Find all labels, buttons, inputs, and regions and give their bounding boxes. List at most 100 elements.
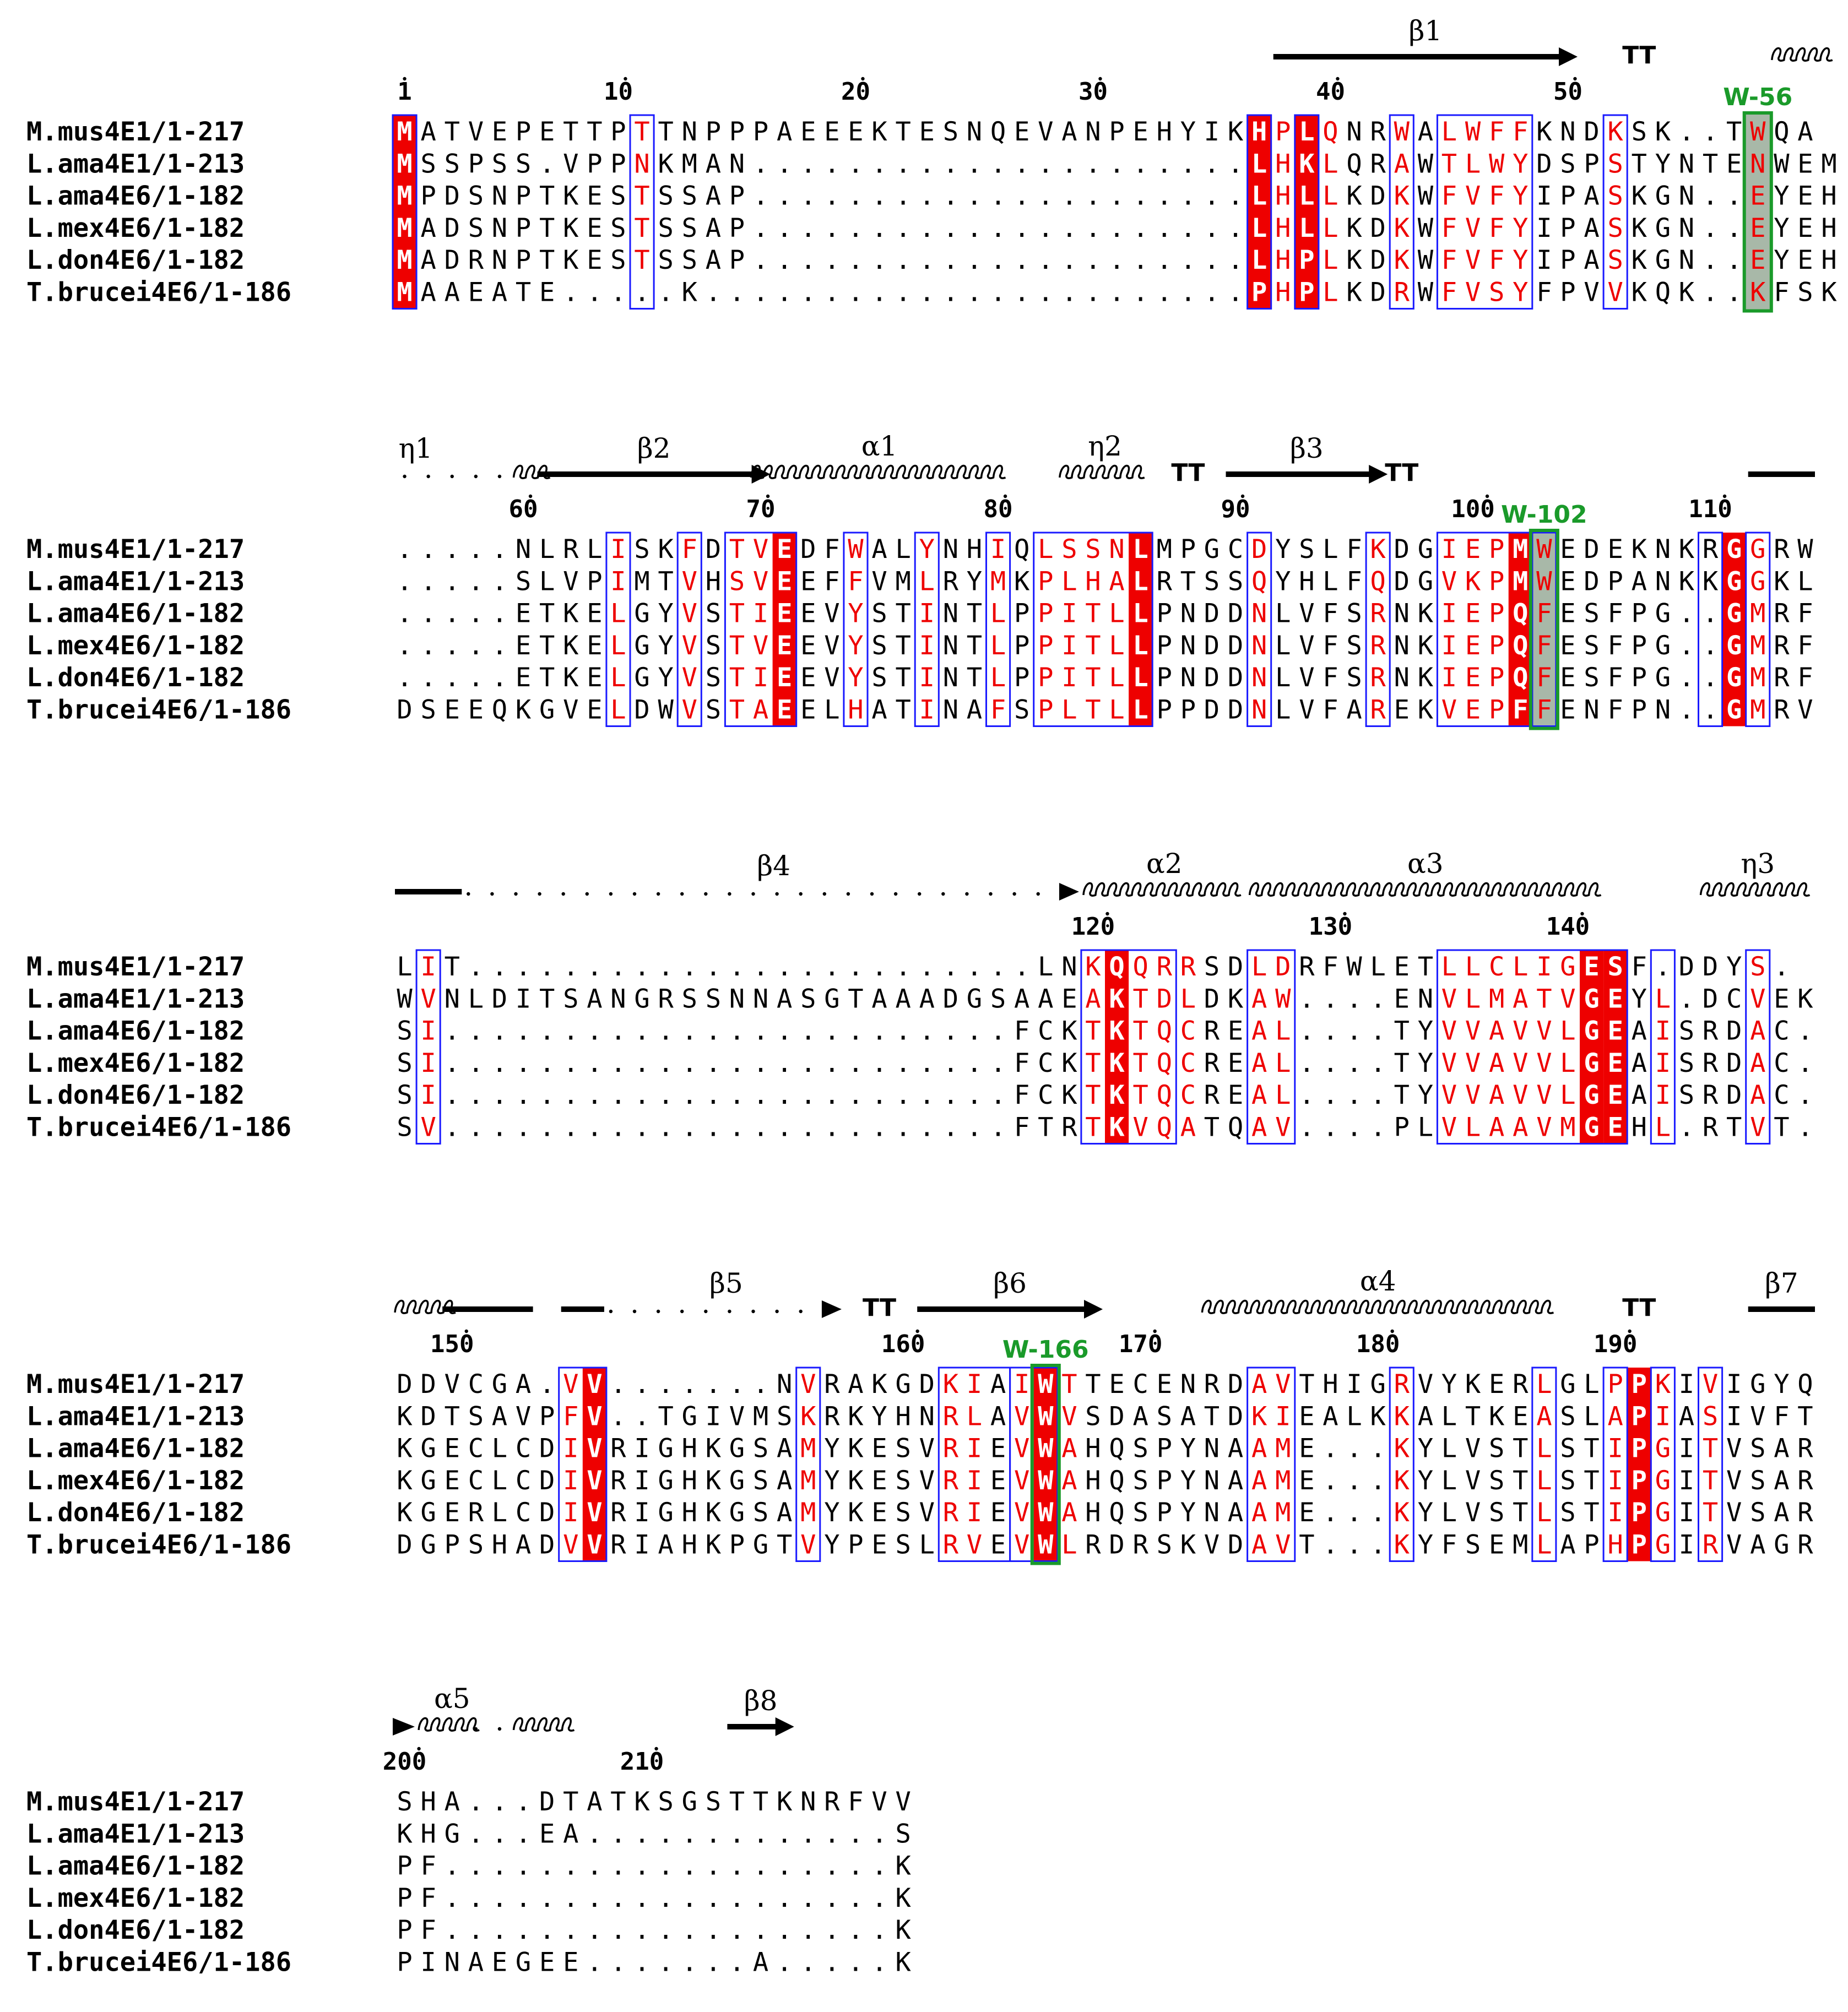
residue: T: [445, 117, 460, 147]
coil-dot: [893, 892, 898, 896]
residue: H: [1157, 117, 1172, 147]
residue: A: [421, 213, 436, 243]
residue: Y: [1180, 1498, 1196, 1528]
residue: V: [1465, 278, 1481, 308]
residue: .: [492, 1915, 507, 1945]
residue: V: [729, 1401, 745, 1431]
residue: M: [1513, 534, 1528, 565]
residue: E: [990, 1466, 1006, 1496]
residue: W: [1797, 534, 1813, 565]
residue: R: [1370, 149, 1386, 179]
residue: K: [848, 1498, 864, 1528]
residue: L: [492, 1434, 507, 1464]
residue: M: [1750, 663, 1765, 693]
residue: .: [539, 1016, 555, 1046]
residue: P: [1038, 631, 1053, 661]
sequence-name: L.ama4E6/1-182: [26, 599, 245, 629]
residue: G: [421, 1466, 436, 1496]
residue: D: [1109, 1401, 1124, 1431]
residue: V: [1536, 1080, 1552, 1110]
residue: A: [777, 1466, 792, 1496]
coil-dot: [799, 1309, 803, 1314]
residue: E: [990, 1498, 1006, 1528]
residue: S: [706, 695, 721, 725]
residue: Q: [1774, 117, 1789, 147]
residue: .: [516, 1915, 531, 1945]
position-tick: [654, 1747, 658, 1751]
coil-dot: [704, 892, 708, 896]
residue: W: [1418, 278, 1434, 308]
residue: K: [1299, 149, 1315, 179]
residue: A: [1418, 1401, 1433, 1431]
residue: .: [919, 213, 935, 243]
residue: N: [1251, 631, 1267, 661]
residue: .: [563, 278, 578, 308]
residue: E: [848, 117, 863, 147]
residue: E: [777, 695, 792, 725]
residue: .: [967, 213, 982, 243]
similarity-box: [558, 1366, 608, 1562]
sequence-name: M.mus4E1/1-217: [26, 1369, 245, 1400]
residue: K: [1346, 181, 1362, 211]
residue: P: [468, 149, 484, 179]
residue: R: [1797, 1434, 1813, 1464]
residue: E: [1584, 952, 1599, 982]
residue: .: [1299, 984, 1314, 1014]
residue: P: [610, 117, 626, 147]
residue: L: [990, 599, 1006, 629]
residue: T: [777, 1530, 792, 1560]
residue: K: [1774, 566, 1790, 596]
residue: E: [1797, 213, 1813, 243]
residue: Y: [1513, 213, 1528, 243]
sequence-name: L.ama4E6/1-182: [26, 1434, 245, 1464]
residue: .: [1726, 278, 1742, 308]
residue: I: [634, 1498, 649, 1528]
similarity-box: [1389, 1366, 1415, 1562]
residue: S: [896, 1498, 911, 1528]
coil-dot: [870, 892, 874, 896]
ss-label: η1: [399, 432, 433, 464]
residue: E: [445, 1498, 460, 1528]
residue: I: [1655, 1401, 1671, 1431]
residue: .: [1370, 1016, 1386, 1046]
residue: .: [706, 1883, 721, 1913]
residue: S: [1228, 566, 1243, 596]
residue: V: [587, 1434, 602, 1464]
residue: N: [1655, 695, 1671, 725]
residue: E: [1726, 149, 1742, 179]
residue: C: [1133, 1369, 1148, 1400]
similarity-box: [1531, 1366, 1557, 1562]
residue: A: [753, 695, 768, 725]
residue: P: [1038, 663, 1053, 693]
residue: E: [1608, 1016, 1623, 1046]
residue: .: [777, 1819, 792, 1849]
residue: .: [943, 245, 958, 275]
residue: L: [1536, 1498, 1552, 1528]
residue: P: [848, 1530, 863, 1560]
residue: E: [1394, 984, 1410, 1014]
residue: K: [1394, 1401, 1410, 1431]
residue: .: [445, 1113, 460, 1143]
residue: R: [943, 1530, 959, 1560]
residue: A: [871, 695, 887, 725]
residue: .: [1157, 213, 1172, 243]
residue: T: [729, 534, 745, 565]
residue: E: [587, 663, 602, 693]
residue: L: [1299, 117, 1314, 147]
similarity-box: [676, 532, 702, 727]
position-number: 100: [1451, 495, 1494, 523]
residue: K: [658, 534, 674, 565]
residue: S: [1085, 1401, 1101, 1431]
residue: .: [1797, 1113, 1813, 1143]
ss-label: α1: [861, 430, 898, 462]
residue: A: [1632, 1048, 1647, 1078]
position-number: 140: [1546, 913, 1590, 941]
residue: I: [919, 695, 935, 725]
residue: E: [1560, 663, 1575, 693]
residue: S: [610, 181, 626, 211]
residue: K: [1418, 631, 1434, 661]
residue: F: [1441, 213, 1457, 243]
residue: I: [1441, 631, 1457, 661]
residue: P: [610, 149, 626, 179]
residue: E: [539, 278, 555, 308]
